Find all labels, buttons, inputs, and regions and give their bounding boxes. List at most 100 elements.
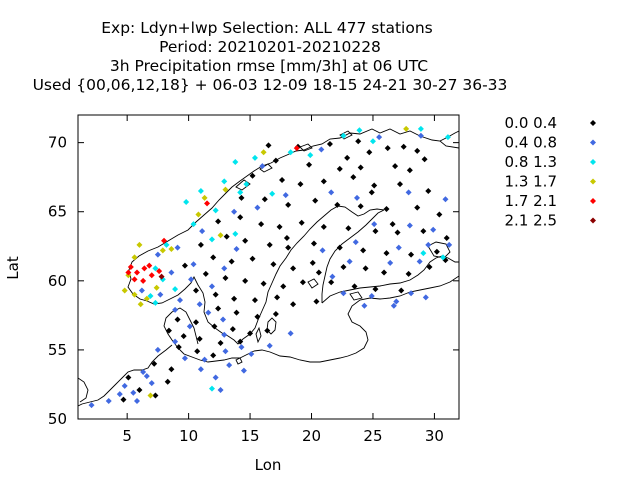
station-point	[417, 132, 424, 139]
y-tick-label: 70	[48, 134, 67, 152]
station-point	[405, 270, 412, 277]
station-point	[269, 190, 276, 197]
station-point	[372, 228, 379, 235]
station-point	[258, 221, 265, 228]
station-point	[212, 207, 219, 214]
station-point	[272, 157, 279, 164]
station-point	[318, 146, 325, 153]
station-point	[208, 283, 215, 290]
station-point	[334, 201, 341, 208]
station-point	[395, 244, 402, 251]
chart-title-line-3: 3h Precipitation rmse [mm/3h] at 06 UTC	[110, 57, 428, 75]
station-point	[125, 269, 132, 276]
station-point	[202, 270, 209, 277]
station-point	[356, 127, 363, 134]
plot-frame	[77, 114, 460, 420]
station-point	[131, 276, 138, 283]
station-point	[192, 319, 199, 326]
station-point	[336, 244, 343, 251]
station-point	[340, 264, 347, 270]
station-point	[168, 246, 175, 253]
station-point	[148, 272, 155, 279]
legend-marker	[590, 139, 596, 146]
legend-label: 0.8 1.3	[505, 153, 557, 171]
station-point	[194, 348, 201, 355]
x-tick-label: 5	[122, 427, 132, 445]
station-point	[319, 247, 326, 254]
station-point	[320, 178, 327, 185]
station-point	[384, 145, 391, 152]
station-point	[136, 241, 143, 248]
station-point	[421, 156, 428, 163]
station-point	[196, 301, 203, 308]
station-point	[136, 386, 143, 393]
station-point	[251, 154, 258, 161]
station-point	[231, 295, 238, 302]
x-tick-label: 15	[241, 427, 260, 445]
station-point	[266, 241, 273, 248]
station-point	[105, 398, 112, 405]
north-sea-coast	[78, 344, 173, 407]
station-point	[208, 236, 215, 243]
y-tick-label: 65	[48, 203, 67, 221]
y-tick-label: 50	[48, 410, 67, 428]
station-point	[371, 221, 378, 228]
station-point	[276, 223, 283, 230]
station-point	[197, 188, 204, 194]
station-point	[397, 181, 404, 188]
station-point	[272, 310, 279, 317]
station-point	[368, 293, 375, 300]
station-point	[138, 287, 145, 294]
station-point	[248, 351, 255, 358]
station-point	[287, 330, 294, 337]
legend: 0.0 0.4 0.4 0.80.8 1.3 1.3 1.71.7 2.1 2.1 2…	[505, 114, 596, 230]
station-point	[192, 287, 199, 294]
legend-marker	[590, 120, 596, 126]
legend-label: 0.4 0.8	[505, 134, 557, 152]
station-point	[116, 391, 123, 398]
station-point	[120, 396, 127, 403]
station-point	[220, 316, 227, 323]
station-point	[121, 382, 128, 389]
station-point	[153, 284, 160, 291]
station-point	[282, 192, 289, 199]
station-point	[242, 237, 249, 244]
station-point	[201, 194, 208, 201]
station-point	[328, 189, 335, 196]
station-point	[175, 344, 182, 351]
station-point	[440, 254, 447, 261]
station-point	[357, 203, 364, 210]
x-axis: 5 10 15 20 25 30	[122, 115, 444, 445]
station-point	[274, 294, 281, 301]
denmark-coast	[163, 307, 240, 363]
station-point	[143, 295, 150, 302]
station-point	[420, 228, 427, 235]
station-point	[188, 276, 195, 283]
station-point	[168, 366, 175, 373]
station-point	[121, 287, 128, 294]
station-point	[233, 246, 240, 253]
station-point	[238, 344, 245, 351]
station-point	[387, 259, 394, 266]
station-point	[287, 149, 294, 156]
station-point	[261, 196, 268, 203]
station-point	[315, 269, 322, 276]
station-point	[174, 244, 181, 251]
station-point	[393, 298, 400, 305]
station-point	[381, 269, 388, 276]
station-point	[403, 125, 410, 132]
station-point	[443, 234, 450, 241]
station-point	[131, 291, 138, 298]
station-point	[414, 204, 421, 211]
station-point	[422, 294, 429, 301]
station-point	[147, 293, 154, 300]
station-point	[156, 268, 163, 275]
station-point	[336, 165, 343, 172]
station-point	[350, 174, 357, 181]
scandinavia-coastline	[127, 128, 459, 345]
station-point	[309, 259, 316, 266]
station-point	[259, 163, 266, 170]
station-point	[361, 302, 368, 309]
station-point	[210, 254, 217, 261]
